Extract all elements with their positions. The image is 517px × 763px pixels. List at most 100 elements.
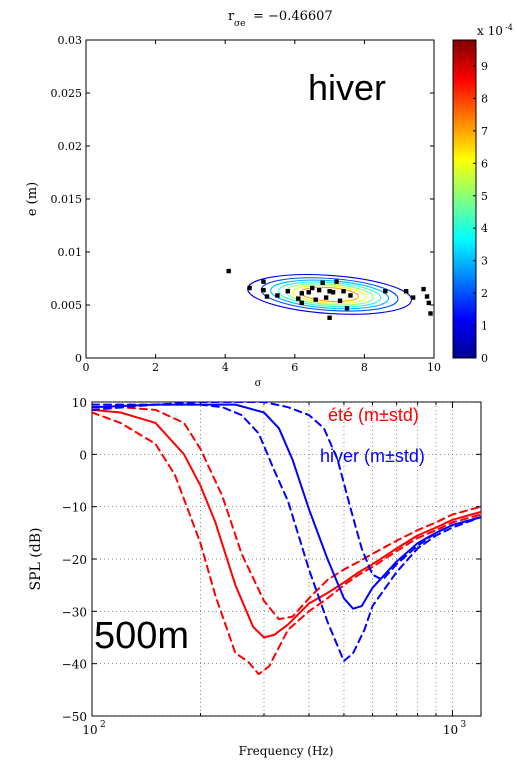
scatter-point-6 — [285, 289, 291, 294]
scatter-point-16 — [327, 315, 332, 320]
bottom-series — [92, 402, 481, 676]
colorbar-tick-label: 4 — [481, 222, 488, 235]
scatter-point-14 — [320, 280, 325, 285]
series-ete-m — [92, 408, 481, 639]
colorbar-tick-label: 0 — [481, 352, 488, 365]
colorbar-tick-label: 1 — [481, 320, 488, 333]
bottom-y-tick-label: −40 — [62, 658, 87, 672]
scatter-point-21 — [341, 289, 346, 294]
scatter-point-26 — [410, 295, 416, 300]
top-title-r: r — [228, 9, 235, 24]
scatter-point-17 — [327, 289, 332, 294]
top-y-tick-label: 0.02 — [58, 140, 83, 153]
scatter-point-3 — [261, 287, 266, 293]
colorbar-exponent-sup: -4 — [505, 23, 513, 32]
colorbar-ticks: 0 1 2 3 4 5 6 7 8 9 — [473, 60, 488, 365]
top-y-tick-label: 0 — [75, 352, 82, 365]
top-x-tick-label: 10 — [427, 361, 441, 374]
bottom-y-tick-label: 0 — [79, 448, 87, 462]
top-x-tick-label: 4 — [222, 361, 229, 374]
top-y-label: e (m) — [25, 182, 40, 216]
scatter-point-8 — [299, 291, 304, 296]
bottom-y-tick-label: −30 — [62, 605, 87, 619]
colorbar-tick-label: 9 — [481, 60, 488, 73]
contour-level-6 — [292, 284, 367, 304]
bottom-x-tick-exponent: 2 — [100, 720, 106, 730]
scatter-point-23 — [348, 293, 353, 298]
top-x-tick-label: 8 — [361, 361, 368, 374]
scatter-point-25 — [403, 289, 409, 294]
scatter-point-18 — [330, 290, 336, 295]
colorbar-tick-label: 2 — [481, 287, 488, 300]
scatter-point-1 — [247, 285, 252, 291]
scatter-point-20 — [337, 298, 343, 303]
contour-level-3 — [270, 279, 390, 310]
bottom-grid — [92, 402, 481, 716]
scatter-point-22 — [344, 305, 350, 311]
scatter-point-13 — [316, 287, 322, 293]
top-title-value: = −0.46607 — [253, 9, 333, 24]
bottom-y-tick-label: 10 — [72, 396, 87, 410]
bottom-x-tick-exponent: 3 — [460, 720, 466, 730]
contour-level-2 — [260, 277, 399, 312]
top-x-label: σ — [255, 378, 262, 389]
scatter-point-0 — [226, 268, 231, 274]
scatter-point-29 — [426, 300, 431, 306]
bottom-x-tick-label: 10 — [443, 723, 458, 737]
scatter-point-19 — [334, 279, 339, 284]
series-hiver-mminusstd — [92, 403, 481, 662]
series-ete-mplusstd — [92, 406, 481, 621]
top-x-tick-label: 0 — [83, 361, 90, 374]
top-title-subscript: σe — [234, 19, 245, 29]
scatter-point-2 — [261, 279, 266, 284]
scatter-point-10 — [306, 290, 311, 295]
bottom-x-label: Frequency (Hz) — [239, 744, 334, 758]
bottom-panel: 100−10−20−30−40−50 10 2 10 3 SPL (dB) Frequ… — [28, 396, 482, 758]
bottom-y-tick-label: −20 — [62, 553, 87, 567]
top-plot-area — [85, 39, 435, 359]
scatter-point-12 — [313, 297, 318, 302]
top-y-tick-label: 0.005 — [51, 299, 83, 312]
top-x-ticks: 0 2 4 6 8 10 — [83, 40, 441, 374]
top-y-tick-label: 0.025 — [51, 87, 83, 100]
top-y-tick-label: 0.015 — [51, 193, 83, 206]
scatter-point-28 — [424, 294, 430, 299]
top-y-ticks: 0 0.005 0.01 0.015 0.02 0.025 0.03 — [51, 34, 434, 365]
top-y-tick-label: 0.01 — [58, 246, 83, 259]
scatter-point-9 — [299, 300, 304, 306]
series-ete-mminusstd — [92, 411, 481, 676]
colorbar-tick-label: 8 — [481, 92, 488, 105]
scatter-point-5 — [275, 293, 280, 298]
scatter-point-24 — [383, 289, 388, 294]
series-hiver-mplusstd — [92, 402, 481, 581]
colorbar-tick-label: 3 — [481, 255, 488, 268]
top-x-tick-label: 6 — [291, 361, 298, 374]
bottom-x-ticks: 10 2 10 3 — [82, 402, 482, 737]
scatter-point-4 — [264, 294, 270, 299]
scatter-point-11 — [310, 285, 315, 291]
bottom-legend: été (m±std) hiver (m±std) — [320, 405, 425, 466]
bottom-y-ticks: 10 0 −10 −20 −30 −40 −50 — [62, 396, 481, 724]
bottom-y-label: SPL (dB) — [28, 528, 44, 591]
legend-hiver: hiver (m±std) — [320, 446, 425, 466]
colorbar-tick-label: 7 — [481, 125, 488, 138]
top-y-tick-label: 0.03 — [58, 34, 83, 47]
top-points — [226, 268, 433, 320]
scatter-point-7 — [296, 296, 301, 301]
scatter-point-27 — [421, 286, 426, 292]
colorbar-exponent: x 10 — [477, 24, 503, 38]
bottom-y-tick-label: −50 — [62, 710, 87, 724]
top-panel: r σe = −0.46607 0 0.005 0.01 0.015 0.02 0.025… — [25, 9, 513, 389]
colorbar-tick-label: 5 — [481, 190, 488, 203]
series-hiver-m — [92, 403, 481, 610]
top-annotation-hiver: hiver — [308, 67, 386, 108]
legend-ete: été (m±std) — [328, 405, 419, 425]
colorbar-tick-label: 6 — [481, 157, 488, 170]
bottom-y-tick-label: −10 — [62, 501, 87, 515]
top-x-tick-label: 2 — [152, 361, 159, 374]
scatter-point-15 — [323, 295, 329, 300]
bottom-x-tick-label: 10 — [82, 723, 97, 737]
contour-level-4 — [278, 281, 382, 308]
bottom-annotation-500m: 500m — [94, 615, 189, 657]
